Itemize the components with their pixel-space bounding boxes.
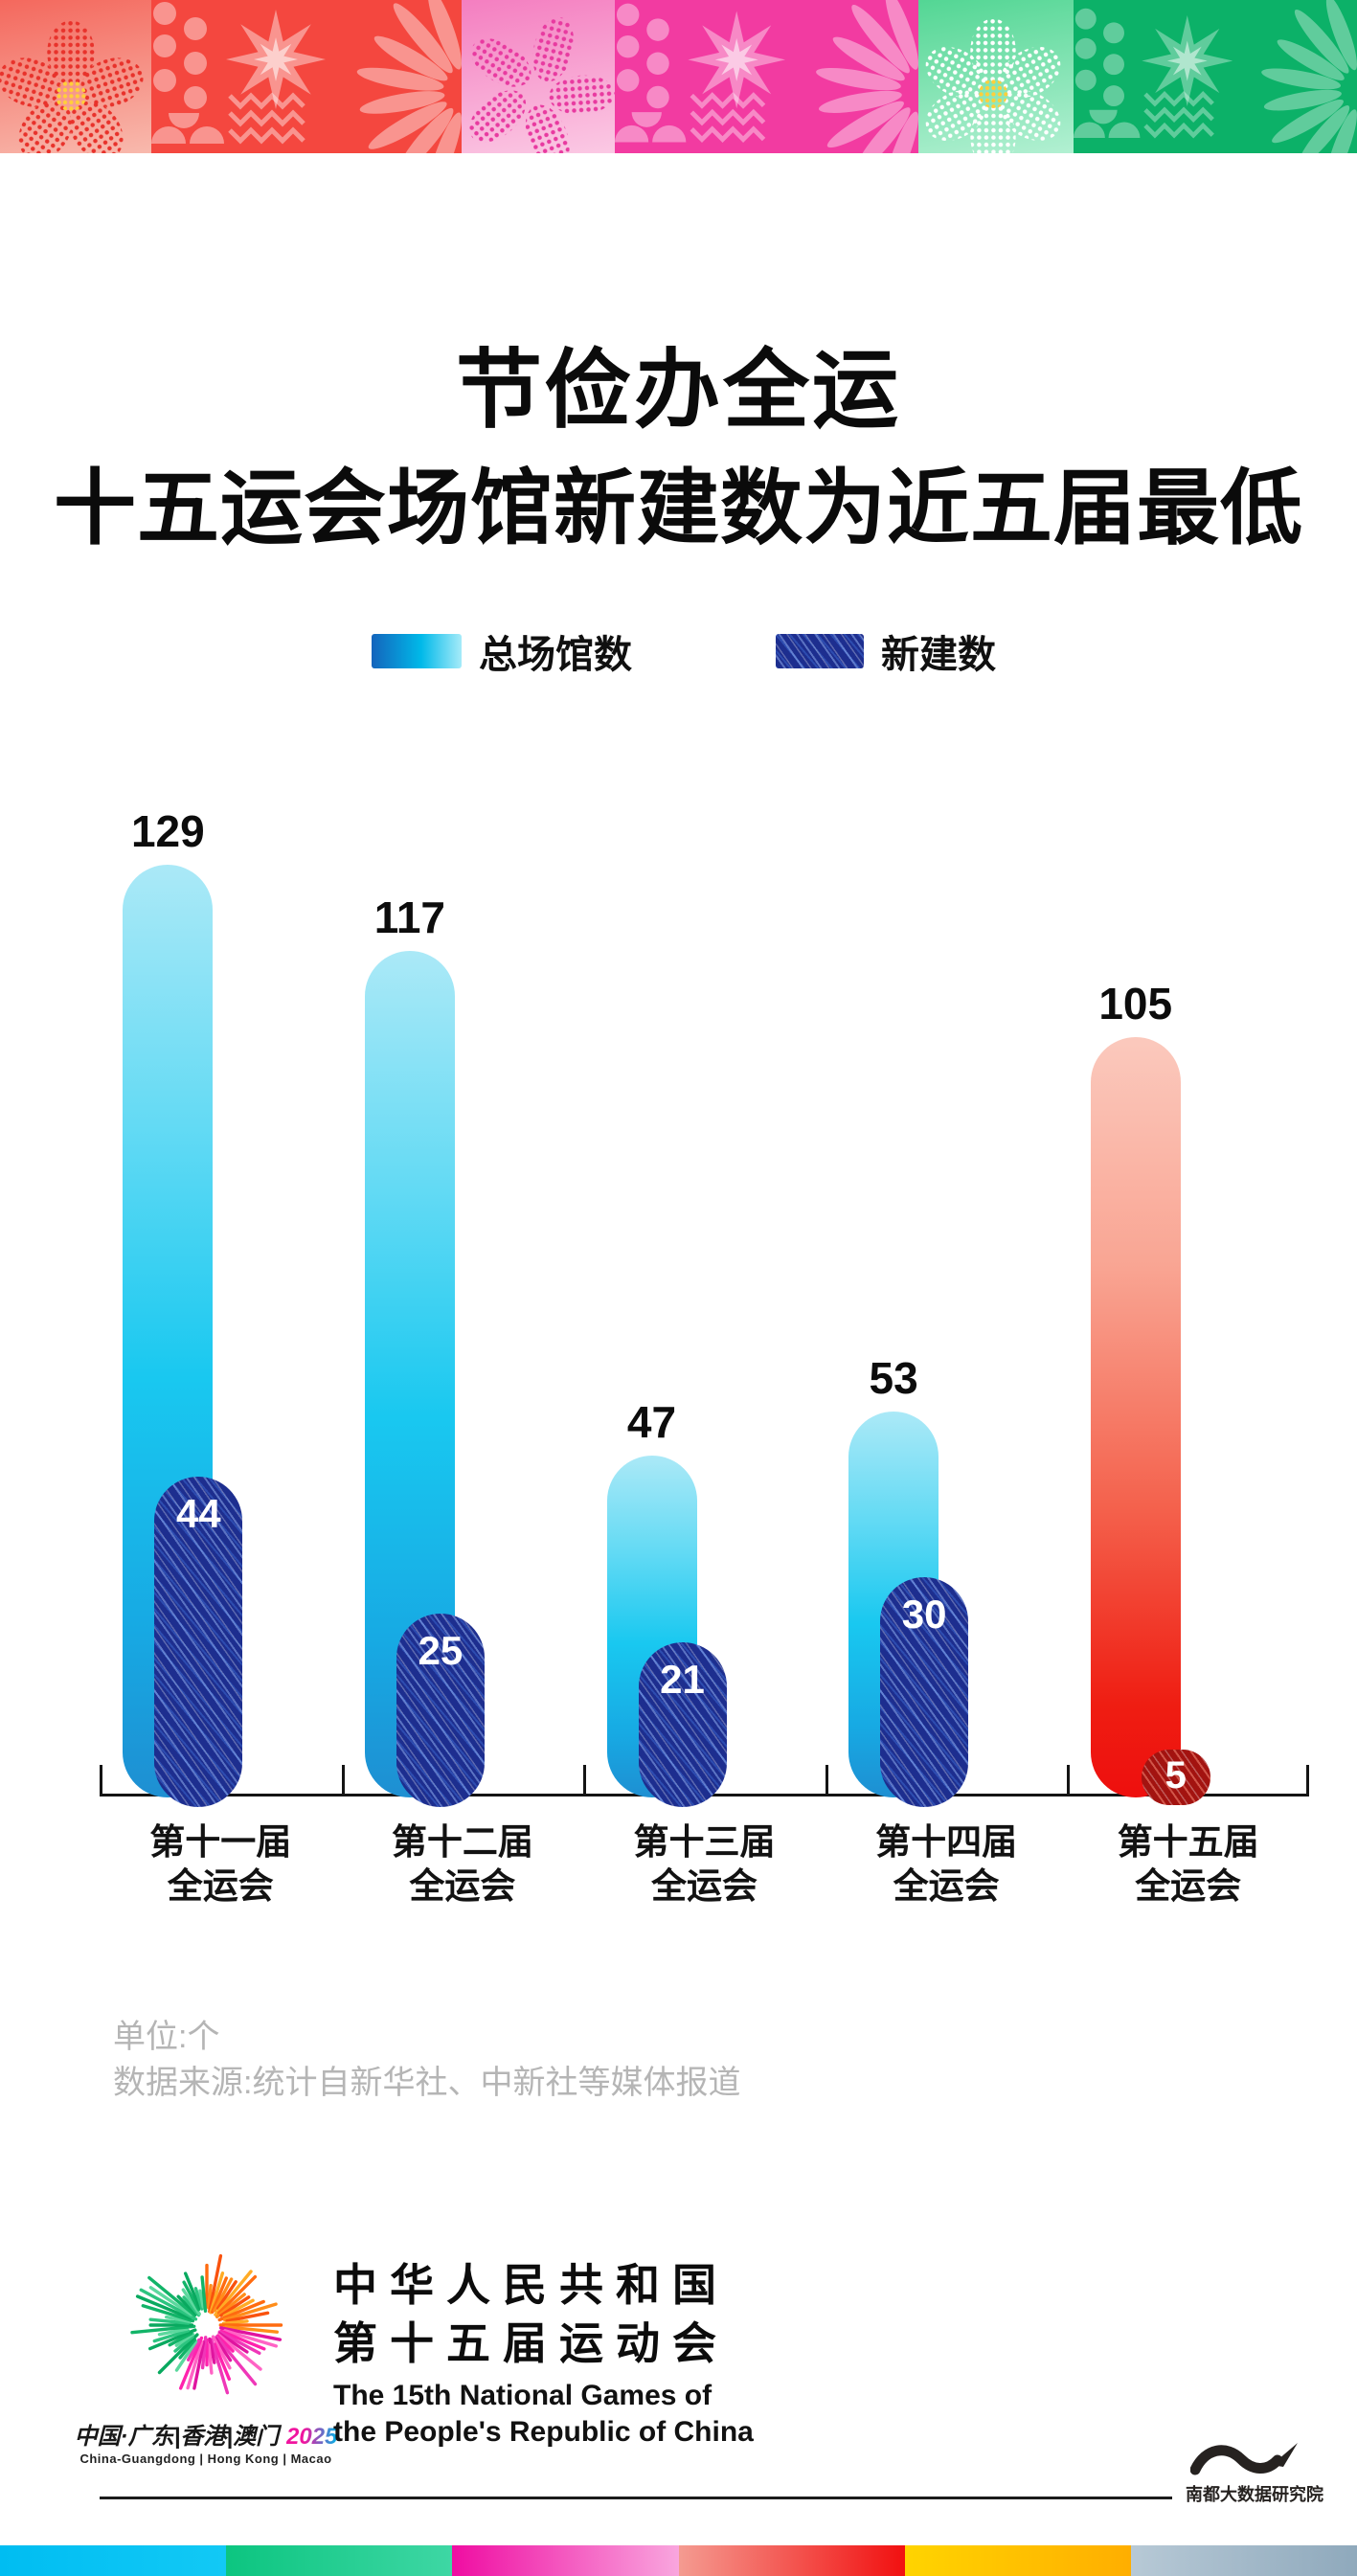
strip-band-magenta [452,2545,679,2576]
x-axis-tick [100,1765,102,1794]
games-title-english: The 15th National Games of the People's … [333,2378,754,2451]
bottom-color-strip [0,2545,1357,2576]
x-axis-category-label: 第十三届 全运会 [633,1822,776,1906]
host-year: 2025 [286,2424,338,2450]
x-axis-tick [583,1765,586,1794]
chart-notes: 单位:个 数据来源:统计自新华社、中新社等媒体报道 [113,2014,740,2106]
bar-new [638,1642,727,1807]
bar-total-value: 53 [869,1353,918,1404]
games-title-chinese: 中华人民共和国 第十五届运动会 [333,2256,729,2373]
research-institute-label: 南都大数据研究院 [1186,2485,1323,2504]
chart-legend: 总场馆数 新建数 [372,622,996,680]
nandu-wave-logo-icon [1190,2443,1298,2475]
host-cities-english: China-Guangdong | Hong Kong | Macao [79,2452,332,2466]
title-line-2: 十五运会场馆新建数为近五届最低 [54,463,1303,554]
games-title-cn-line1: 中华人民共和国 [333,2260,729,2310]
bar-total-value: 129 [130,805,205,856]
bar-new-highlight-blob [1141,1750,1210,1805]
x-axis-category-label: 第十四届 全运会 [875,1822,1018,1906]
x-axis-category-label: 第十五届 全运会 [1117,1822,1259,1906]
x-axis-category-label: 第十一届 全运会 [149,1822,292,1906]
banner-panel-red-flower [0,0,151,153]
divider-line [100,2497,1172,2499]
strip-band-green [226,2545,453,2576]
legend-swatch-new [776,634,864,668]
banner-panel-red-pattern [151,0,462,153]
decorative-banner [0,0,1357,153]
bar-new [880,1577,969,1807]
banner-panel-green-flower [918,0,1074,153]
bar-new-value: 44 [175,1491,221,1537]
bar-new-value: 30 [901,1592,947,1638]
geometric-pattern-icon [151,0,462,153]
games-title-en-line1: The 15th National Games of [333,2380,712,2411]
plum-flower-icon [0,20,144,153]
strip-band-yellow [904,2545,1131,2576]
bar-total-highlight [1090,1037,1181,1797]
legend-label-total: 总场馆数 [479,634,632,676]
bar-new [154,1477,243,1807]
lotus-flower-icon [925,18,1061,153]
legend-label-new: 新建数 [881,634,996,676]
geometric-pattern-icon [1074,0,1357,153]
host-cities-text: 中国·广东|香港|澳门 [74,2424,280,2450]
unit-note: 单位:个 [113,2019,220,2055]
games-title-cn-line2: 第十五届运动会 [333,2318,729,2368]
games-title-en-line2: the People's Republic of China [333,2416,754,2448]
games-emblem-icon [130,2253,283,2395]
title-line-1: 节俭办全运 [456,343,901,439]
x-axis-tick [1306,1765,1309,1794]
x-axis-tick [342,1765,345,1794]
strip-band-cyan [0,2545,227,2576]
bar-total-value: 47 [626,1396,677,1447]
host-cities-line: 中国·广东|香港|澳门 2025 [53,2417,359,2451]
strip-band-gray [1130,2545,1357,2576]
bar-total-value: 117 [373,893,445,943]
bar-new [396,1614,485,1807]
source-note: 数据来源:统计自新华社、中新社等媒体报道 [113,2065,741,2101]
geometric-pattern-icon [615,0,918,153]
bauhinia-flower-icon [469,16,615,153]
x-axis-tick [1067,1765,1070,1794]
x-axis-category-label: 第十二届 全运会 [391,1822,533,1906]
banner-panel-green-pattern [1074,0,1357,153]
strip-band-red [678,2545,905,2576]
bar-total-value: 105 [1098,979,1173,1029]
bar-new-value: 25 [418,1628,464,1673]
legend-swatch-total [372,634,462,668]
bar-new-value: 5 [1165,1754,1187,1796]
banner-panel-magenta-pattern [615,0,918,153]
x-axis-tick [826,1765,828,1794]
banner-panel-pink-flower [462,0,615,153]
bar-chart: 129 44 第十一届 全运会 117 25 第十二届 全运会 47 21 第十三届 全运会 53 30 第… [100,804,1312,1915]
bar-new-value: 21 [660,1657,705,1703]
